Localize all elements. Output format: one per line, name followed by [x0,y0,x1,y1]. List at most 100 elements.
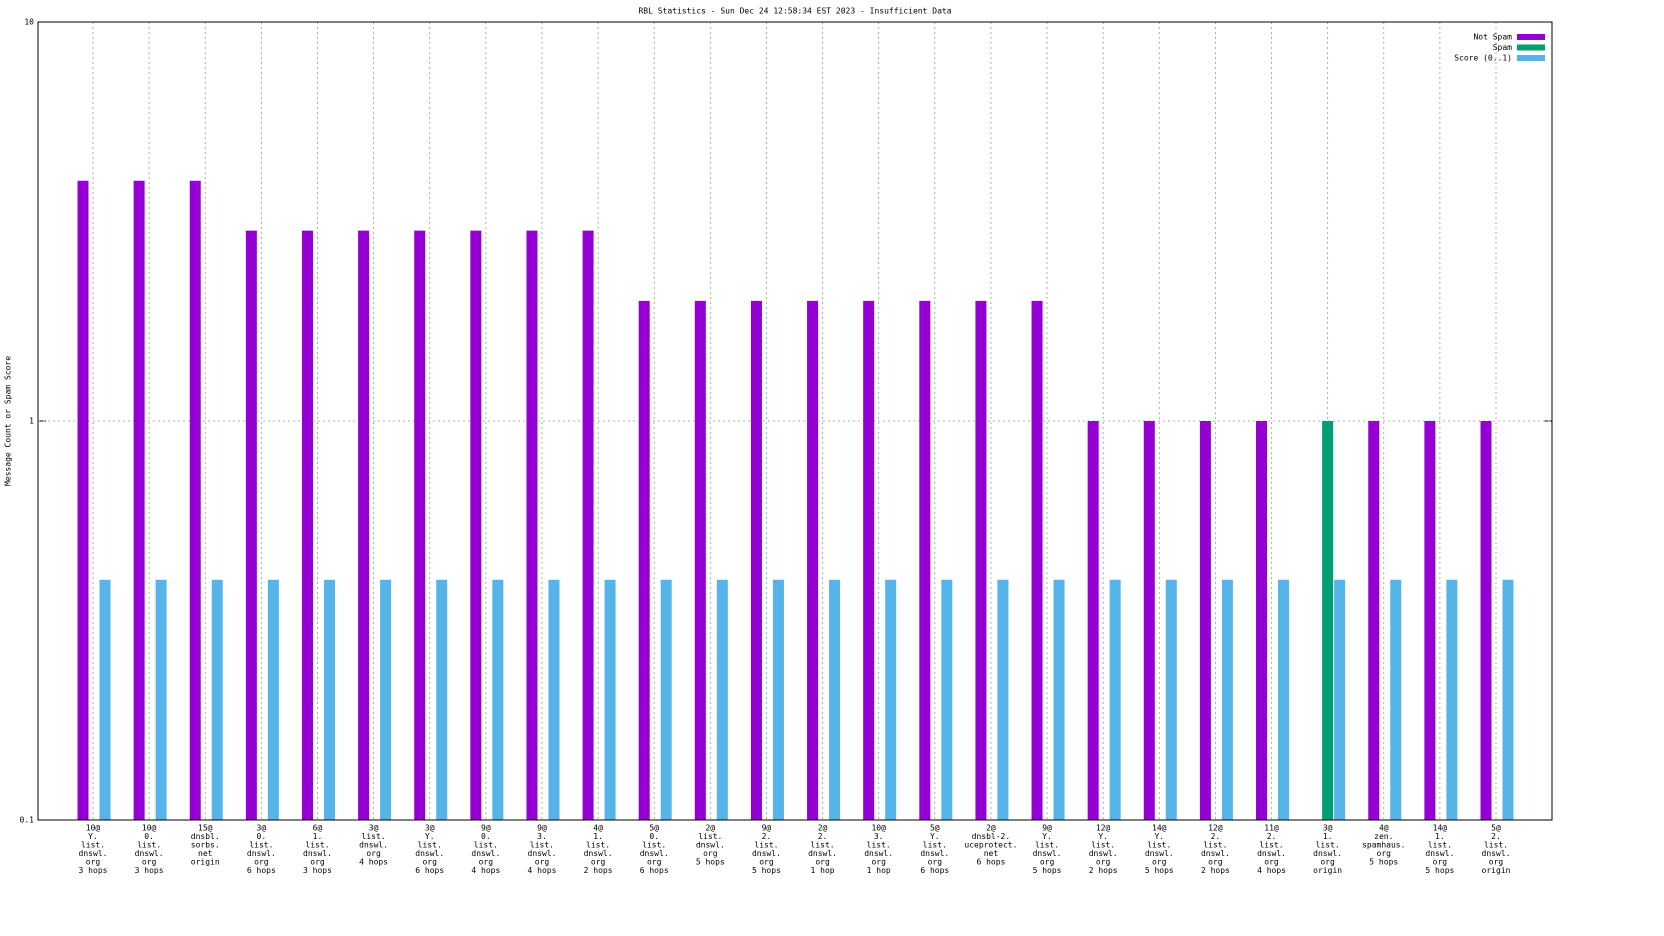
legend-swatch [1517,55,1545,61]
x-tick-label: list. [698,832,722,841]
x-tick-label: 10@ [142,824,157,833]
bar [997,579,1009,820]
bar [919,300,931,820]
x-tick-label: 9@ [537,824,547,833]
x-tick-label: 5@ [930,824,940,833]
x-tick-label: list. [867,841,891,850]
x-tick-label: 1. [1435,832,1445,841]
x-tick-label: list. [418,841,442,850]
bar [99,579,111,820]
x-tick-label: dnswl. [1145,849,1174,858]
bar [245,230,257,821]
x-tick-label: 12@ [1208,824,1223,833]
x-tick-label: org [366,849,381,858]
x-tick-label: dnswl. [1313,849,1342,858]
x-tick-label: dnswl. [640,849,669,858]
x-tick-label: 0. [257,832,267,841]
x-tick-label: 0. [649,832,659,841]
x-tick-label: org [535,858,550,867]
x-tick-label: 5 hops [1425,866,1454,875]
bar [155,579,167,820]
x-tick-label: 2. [1211,832,1221,841]
x-tick-label: 2@ [986,824,996,833]
x-tick-label: org [1433,858,1448,867]
x-tick-label: 1. [1323,832,1333,841]
x-tick-label: 3@ [1323,824,1333,833]
x-tick-label: Y. [425,832,435,841]
x-tick-label: net [984,849,999,858]
x-tick-label: Y. [1098,832,1108,841]
x-tick-label: zen. [1374,832,1393,841]
y-tick-label: 10 [24,18,34,27]
x-tick-label: dnswl. [79,849,108,858]
bar [1109,579,1121,820]
bar [1322,421,1334,820]
x-tick-label: list. [305,841,329,850]
x-tick-label: 2. [1267,832,1277,841]
bar [1053,579,1065,820]
x-tick-label: dnswl. [1201,849,1230,858]
bar [660,579,672,820]
x-tick-label: list. [81,841,105,850]
bar [863,300,875,820]
x-tick-label: 14@ [1152,824,1167,833]
bar [526,230,538,821]
x-tick-label: 4 hops [471,866,500,875]
x-tick-label: dnswl. [303,849,332,858]
x-tick-label: 4 hops [359,858,388,867]
x-tick-label: 12@ [1096,824,1111,833]
x-tick-label: list. [1035,841,1059,850]
x-tick-label: org [647,858,662,867]
x-tick-label: list. [586,841,610,850]
bar [975,300,987,820]
bar [582,230,594,821]
x-tick-label: org [1096,858,1111,867]
x-tick-label: origin [1313,866,1342,875]
y-axis-label: Message Count or Spam Score [4,356,13,486]
x-tick-label: dnswl. [1425,849,1454,858]
bar [750,300,762,820]
x-tick-label: 2 hops [1089,866,1118,875]
x-tick-label: 6 hops [920,866,949,875]
x-tick-label: list. [1203,841,1227,850]
x-tick-label: 2. [762,832,772,841]
x-tick-label: list. [754,841,778,850]
x-tick-label: Y. [88,832,98,841]
y-tick-label: 1 [29,417,34,426]
x-tick-label: 5 hops [752,866,781,875]
x-tick-label: 3 hops [79,866,108,875]
x-tick-label: 0. [481,832,491,841]
bar [1165,579,1177,820]
x-tick-label: 5@ [649,824,659,833]
x-tick-label: 3. [537,832,547,841]
bar [941,579,953,820]
x-tick-label: list. [474,841,498,850]
x-tick-label: list. [1484,841,1508,850]
x-tick-label: dnswl. [135,849,164,858]
x-tick-label: 3. [874,832,884,841]
x-tick-label: 10@ [871,824,886,833]
x-tick-label: 2. [818,832,828,841]
x-tick-label: org [815,858,830,867]
x-tick-label: org [142,858,157,867]
x-tick-label: org [1489,858,1504,867]
x-tick-label: Y. [1042,832,1052,841]
x-tick-label: 3@ [369,824,379,833]
bar [492,579,504,820]
x-tick-label: list. [362,832,386,841]
x-tick-label: org [928,858,943,867]
bar [885,579,897,820]
x-tick-label: dnswl. [584,849,613,858]
x-tick-label: 1. [313,832,323,841]
x-tick-label: Y. [1154,832,1164,841]
x-tick-label: org [759,858,774,867]
x-tick-label: list. [249,841,273,850]
bar [604,579,616,820]
x-tick-label: list. [137,841,161,850]
x-tick-label: dnswl. [1482,849,1511,858]
x-tick-label: 2 hops [1201,866,1230,875]
bar [77,180,89,820]
x-tick-label: org [1264,858,1279,867]
x-tick-label: dnsbl-2. [972,832,1011,841]
